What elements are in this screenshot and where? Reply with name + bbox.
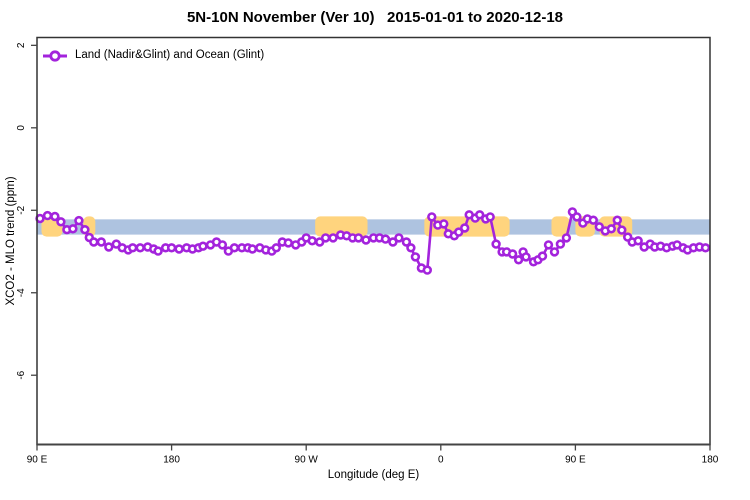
data-point bbox=[485, 212, 495, 222]
chart-title: 5N-10N November (Ver 10) 2015-01-01 to 2… bbox=[186, 9, 564, 26]
data-point bbox=[700, 243, 711, 253]
data-point bbox=[198, 241, 208, 251]
data-point bbox=[271, 243, 281, 253]
data-point bbox=[128, 243, 138, 253]
data-series bbox=[35, 207, 711, 275]
data-point bbox=[422, 265, 432, 275]
data-point bbox=[320, 233, 331, 243]
data-point bbox=[42, 210, 53, 221]
data-point bbox=[328, 233, 338, 243]
data-point bbox=[617, 225, 627, 235]
data-point bbox=[388, 237, 398, 247]
y-axis-title: XCO2 - MLO trend (ppm) bbox=[5, 176, 17, 306]
data-point bbox=[588, 215, 598, 225]
data-point bbox=[353, 233, 364, 243]
data-point bbox=[606, 224, 616, 234]
y-tick-label: -4 bbox=[16, 288, 27, 297]
legend-label: Land (Nadir&Glint) and Ocean (Glint) bbox=[75, 49, 265, 61]
legend-swatch bbox=[43, 50, 67, 62]
x-tick-label: 90 W bbox=[295, 455, 319, 466]
data-point bbox=[491, 239, 501, 249]
data-point bbox=[96, 237, 107, 247]
highlight-patch bbox=[315, 216, 368, 237]
data-point bbox=[135, 243, 145, 253]
data-point bbox=[561, 233, 572, 243]
data-point bbox=[361, 235, 371, 245]
data-point bbox=[166, 243, 177, 253]
data-point bbox=[406, 243, 416, 253]
data-point bbox=[153, 246, 163, 256]
legend-marker bbox=[49, 50, 61, 62]
data-point bbox=[537, 251, 548, 261]
data-point bbox=[307, 236, 317, 246]
data-point bbox=[454, 227, 464, 237]
data-point bbox=[439, 219, 449, 229]
data-point bbox=[549, 247, 560, 257]
data-point bbox=[80, 225, 90, 235]
data-point bbox=[633, 236, 643, 246]
data-point bbox=[56, 217, 66, 227]
data-point bbox=[507, 249, 518, 259]
x-tick-label: 180 bbox=[702, 455, 719, 466]
data-point bbox=[555, 239, 566, 249]
data-point bbox=[380, 234, 391, 244]
data-point bbox=[174, 244, 184, 254]
data-point bbox=[74, 215, 84, 226]
y-tick-label: -6 bbox=[16, 370, 27, 379]
y-tick-label: 0 bbox=[16, 125, 27, 131]
data-point bbox=[612, 215, 622, 225]
data-point bbox=[283, 238, 293, 248]
y-tick-label: 2 bbox=[16, 42, 27, 48]
data-point bbox=[68, 224, 78, 234]
data-point bbox=[594, 222, 604, 232]
x-tick-label: 90 E bbox=[565, 455, 586, 466]
data-point bbox=[229, 243, 240, 253]
data-point bbox=[460, 223, 470, 233]
data-point bbox=[401, 237, 412, 247]
x-tick-label: 0 bbox=[438, 455, 444, 466]
data-point bbox=[247, 244, 258, 254]
highlight-patch bbox=[551, 216, 570, 237]
y-tick-label: -2 bbox=[16, 205, 27, 214]
data-point bbox=[543, 240, 554, 250]
x-tick-label: 90 E bbox=[27, 455, 48, 466]
x-tick-label: 180 bbox=[163, 455, 180, 466]
reference-band-rect bbox=[37, 219, 710, 235]
data-point bbox=[410, 252, 421, 262]
x-axis-ticks: 90 E 180 90 W 0 90 E 180 bbox=[27, 444, 719, 466]
data-point bbox=[475, 210, 485, 220]
data-point bbox=[572, 212, 582, 222]
data-point bbox=[315, 237, 325, 247]
data-point bbox=[217, 240, 228, 250]
reference-band bbox=[37, 219, 710, 235]
data-point bbox=[513, 255, 524, 265]
data-point bbox=[394, 233, 404, 243]
data-point bbox=[50, 211, 60, 222]
data-point bbox=[104, 242, 114, 252]
data-point bbox=[521, 252, 531, 262]
x-axis-title: Longitude (deg E) bbox=[327, 469, 420, 481]
data-point bbox=[89, 237, 99, 247]
y-axis-ticks: 2 0 -2 -4 -6 bbox=[16, 42, 37, 380]
data-point bbox=[427, 212, 437, 222]
